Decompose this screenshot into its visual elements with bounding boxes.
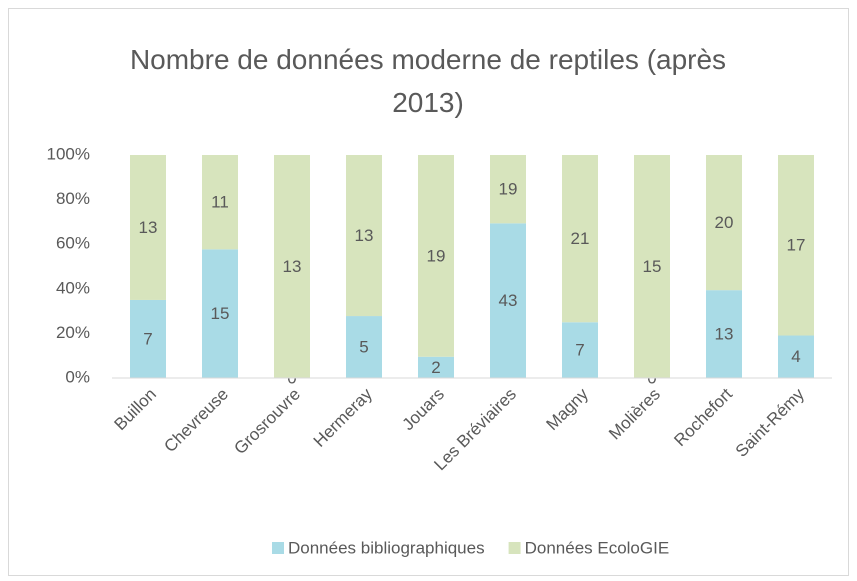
bar-segment	[346, 316, 382, 378]
data-label: 5	[359, 338, 368, 357]
bar-segment	[706, 290, 742, 378]
data-label: 2	[431, 358, 440, 377]
legend-swatch	[272, 542, 284, 554]
data-label: 20	[715, 213, 734, 232]
chart-title: Nombre de données moderne de reptiles (a…	[129, 44, 727, 118]
data-label: 13	[139, 218, 158, 237]
bar-segment	[490, 155, 526, 224]
bar-segment	[346, 155, 382, 317]
y-tick-label: 80%	[56, 189, 90, 208]
data-label: 21	[571, 229, 590, 248]
bar-segment	[202, 155, 238, 250]
legend-swatch	[508, 542, 521, 554]
bar-segment	[418, 356, 454, 378]
data-label: 19	[427, 246, 446, 265]
bar-segment	[706, 155, 742, 291]
data-label: 4	[791, 347, 800, 366]
data-label: 15	[211, 304, 230, 323]
y-tick-label: 20%	[56, 323, 90, 342]
legend-label: Données bibliographiques	[288, 538, 485, 557]
y-tick-label: 40%	[56, 278, 90, 297]
bar-segment	[634, 155, 670, 378]
bar-segment	[274, 155, 310, 378]
legend-label: Données EcoloGIE	[525, 538, 670, 557]
data-label: 19	[499, 180, 518, 199]
data-label: 11	[211, 193, 229, 212]
data-label: 7	[143, 329, 152, 348]
bar-segment	[130, 299, 166, 378]
bar-segment	[778, 155, 814, 336]
data-label: 13	[355, 226, 374, 245]
data-label: 7	[575, 341, 584, 360]
bar-segment	[490, 223, 526, 378]
data-label: 17	[787, 236, 806, 255]
data-label: 13	[715, 325, 734, 344]
bar-segment	[418, 155, 454, 357]
bar-segment	[130, 155, 166, 300]
bar-segment	[562, 155, 598, 323]
data-label: 43	[499, 291, 518, 310]
y-tick-label: 100%	[47, 144, 90, 163]
data-label: 13	[283, 257, 302, 276]
bar-segment	[778, 335, 814, 378]
data-label: 15	[643, 257, 662, 276]
bar-segment	[562, 322, 598, 378]
bar-segment	[202, 249, 238, 378]
y-tick-label: 60%	[56, 234, 90, 253]
y-tick-label: 0%	[65, 367, 90, 386]
